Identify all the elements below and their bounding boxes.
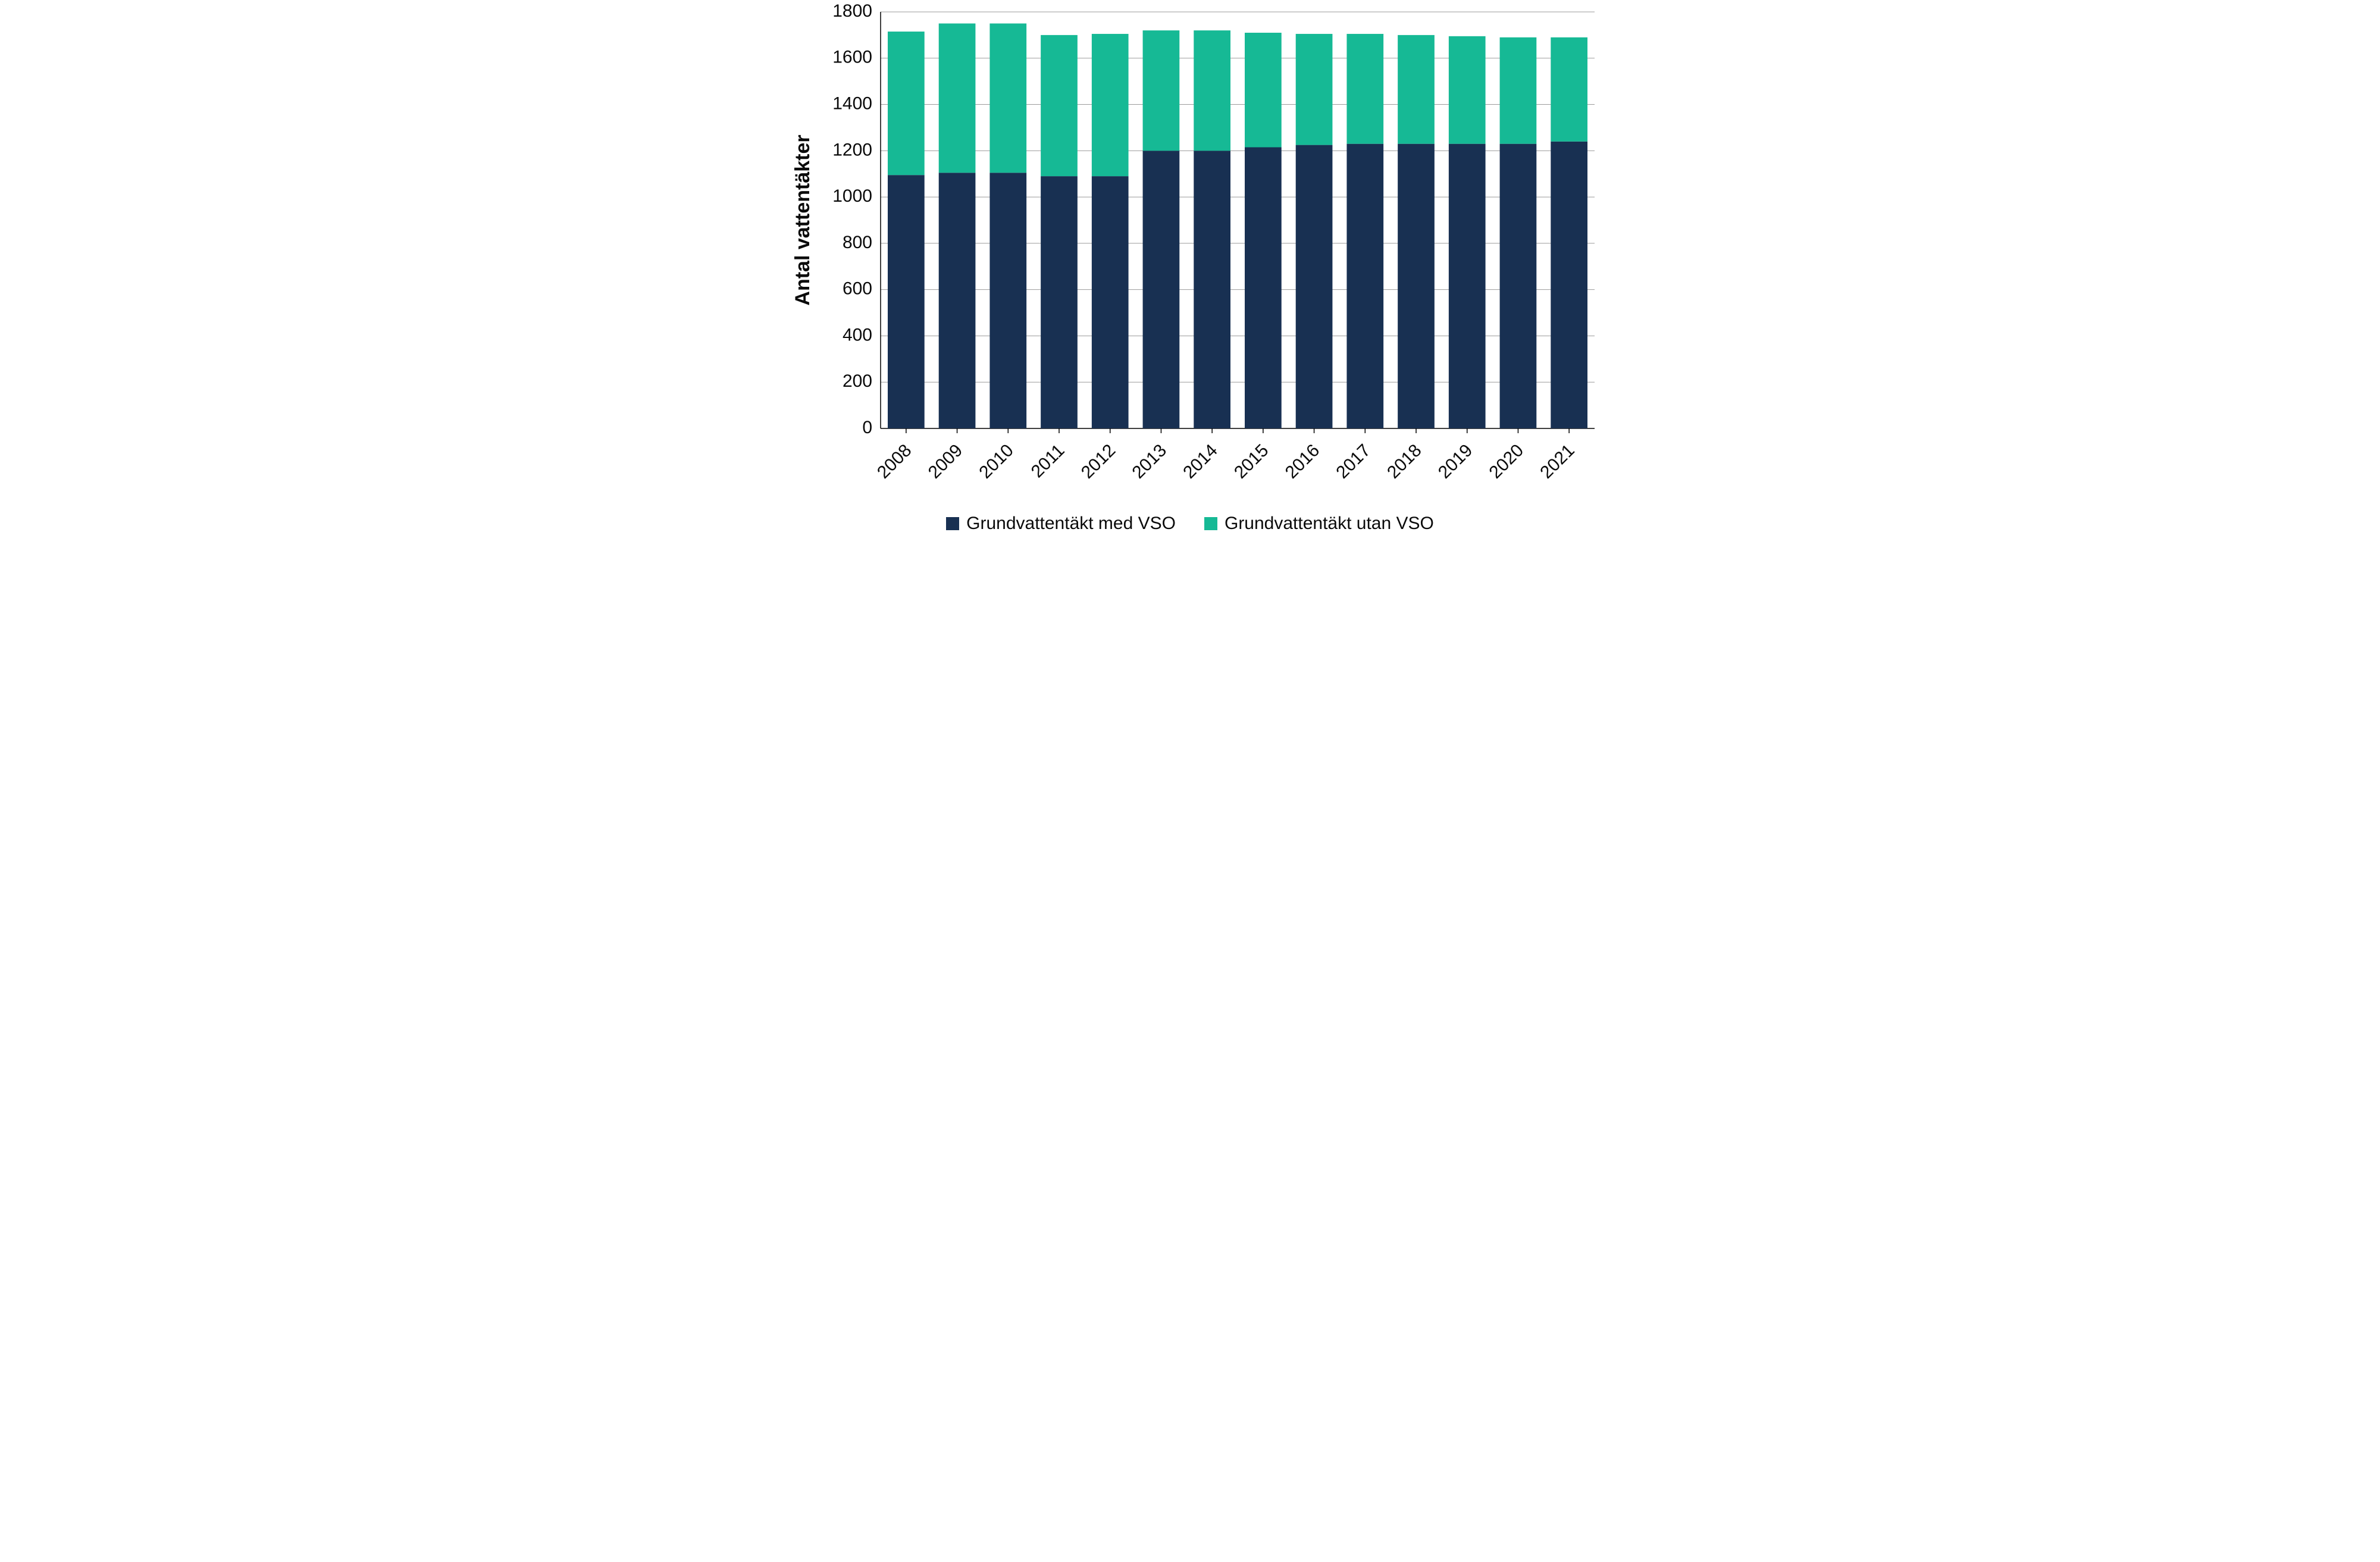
legend-label-utan: Grundvattentäkt utan VSO	[1225, 514, 1434, 534]
bar-segment-utan	[989, 23, 1026, 173]
bar-segment-utan	[1041, 35, 1078, 176]
bar-segment-med	[1398, 144, 1435, 428]
y-tick-label: 200	[843, 371, 872, 391]
bar-segment-utan	[1143, 30, 1180, 151]
legend-item-utan: Grundvattentäkt utan VSO	[1204, 514, 1434, 534]
bar-segment-utan	[1346, 34, 1383, 144]
bar-segment-med	[1194, 151, 1230, 428]
y-axis-title: Antal vattentäkter	[791, 134, 814, 305]
bar-segment-med	[1551, 142, 1587, 428]
bar-segment-med	[989, 173, 1026, 428]
bar-segment-utan	[1500, 37, 1537, 144]
y-tick-label: 1400	[832, 93, 872, 113]
bar-segment-med	[1500, 144, 1537, 428]
bar-segment-med	[939, 173, 976, 428]
y-tick-label: 1600	[832, 48, 872, 67]
legend-swatch-utan	[1204, 517, 1217, 530]
y-tick-label: 1800	[832, 1, 872, 21]
legend: Grundvattentäkt med VSO Grundvattentäkt …	[779, 514, 1601, 534]
legend-swatch-med	[946, 517, 959, 530]
y-tick-label: 0	[862, 418, 872, 437]
y-tick-label: 1200	[832, 140, 872, 159]
legend-label-med: Grundvattentäkt med VSO	[966, 514, 1176, 534]
bar-segment-utan	[1245, 33, 1282, 148]
y-tick-label: 600	[843, 279, 872, 299]
bar-segment-med	[1296, 145, 1333, 428]
bar-segment-med	[1041, 176, 1078, 428]
bar-segment-utan	[1194, 30, 1230, 151]
y-tick-label: 400	[843, 325, 872, 345]
bar-segment-utan	[939, 23, 976, 173]
bar-segment-med	[1245, 148, 1282, 429]
bar-segment-utan	[888, 32, 925, 175]
bar-segment-med	[1449, 144, 1486, 428]
y-tick-label: 1000	[832, 186, 872, 206]
bar-segment-utan	[1551, 37, 1587, 142]
bar-segment-utan	[1398, 35, 1435, 144]
bar-segment-med	[888, 175, 925, 428]
bar-segment-utan	[1092, 34, 1129, 176]
bar-segment-med	[1092, 176, 1129, 428]
bar-segment-med	[1143, 151, 1180, 428]
bar-segment-med	[1346, 144, 1383, 428]
stacked-bar-chart: 0 200 400 600 800 1000 1200 1400 1600 1800 Antal v…	[779, 0, 1601, 539]
legend-item-med: Grundvattentäkt med VSO	[946, 514, 1176, 534]
bar-segment-utan	[1449, 36, 1486, 144]
y-tick-label: 800	[843, 233, 872, 252]
bar-segment-utan	[1296, 34, 1333, 145]
chart-container: 0 200 400 600 800 1000 1200 1400 1600 1800 Antal v…	[779, 0, 1601, 539]
